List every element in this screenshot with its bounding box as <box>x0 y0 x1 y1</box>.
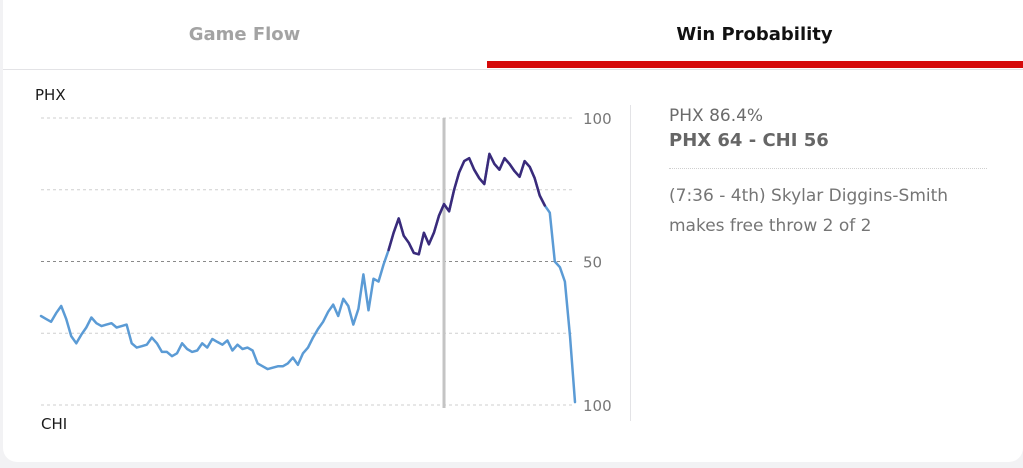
win-probability-line-highlight <box>387 152 547 256</box>
tab-win-probability[interactable]: Win Probability <box>676 24 833 45</box>
top-team-label: PHX <box>35 86 66 104</box>
win-probability-line <box>39 152 577 404</box>
bottom-team-label: CHI <box>41 415 68 433</box>
game-score: PHX 64 - CHI 56 <box>669 130 829 151</box>
chart-tick-labels: 100 50 100 <box>583 110 612 415</box>
win-probability-card: Game Flow Win Probability PHX CHI 100 50 1… <box>3 0 1023 462</box>
chart-info-divider <box>630 105 631 421</box>
play-info-panel: PHX 86.4% PHX 64 - CHI 56 (7:36 - 4th) S… <box>669 104 989 241</box>
tab-game-flow[interactable]: Game Flow <box>188 24 301 45</box>
win-probability-chart[interactable]: 100 50 100 <box>3 0 1023 462</box>
info-separator <box>669 168 987 169</box>
y-tick-label: 50 <box>583 254 602 272</box>
active-tab-indicator <box>487 61 1023 68</box>
win-probability-value: PHX 86.4% <box>669 106 764 126</box>
chart-gridlines <box>41 117 575 408</box>
chart-series <box>39 152 577 404</box>
play-description: (7:36 - 4th) Skylar Diggins-Smith makes … <box>669 186 949 236</box>
y-tick-label: 100 <box>583 110 612 128</box>
y-tick-label: 100 <box>583 397 612 415</box>
tab-bar: Game Flow Win Probability <box>3 0 1023 70</box>
